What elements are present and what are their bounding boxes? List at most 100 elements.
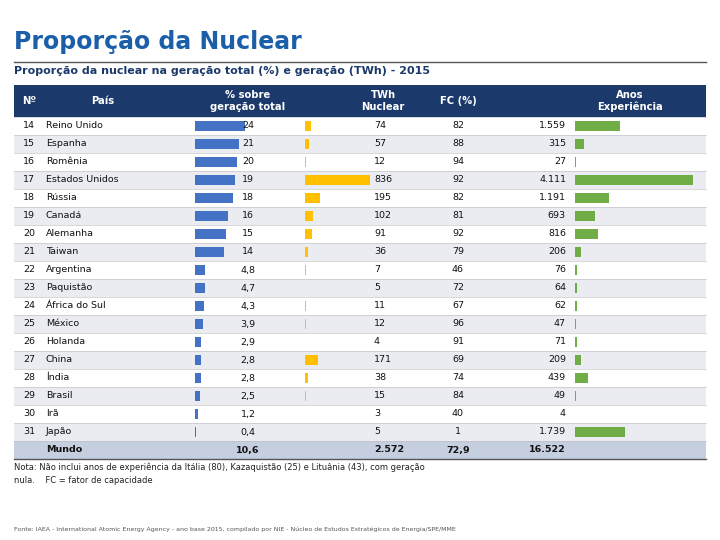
Text: 17: 17 [23,176,35,185]
Text: 2.572: 2.572 [374,446,404,455]
Text: 74: 74 [374,122,386,131]
Text: 693: 693 [548,212,566,220]
Bar [575,336,577,347]
Text: 12: 12 [374,158,386,166]
Text: Espanha: Espanha [46,139,86,148]
Bar [195,120,245,131]
Text: 18: 18 [242,193,254,202]
Text: Anos
Experiência: Anos Experiência [597,90,662,112]
Bar [14,261,706,279]
Bar [305,157,306,167]
Text: 15: 15 [23,139,35,148]
Bar [305,355,318,366]
Bar [14,351,706,369]
Bar [195,228,226,239]
Bar [14,423,706,441]
Text: 209: 209 [548,355,566,364]
Text: 40: 40 [452,409,464,418]
Text: TWh
Nuclear: TWh Nuclear [361,90,405,112]
Bar [575,139,584,150]
Bar [195,427,196,437]
Bar [195,282,204,293]
Text: 3: 3 [374,409,380,418]
Text: 12: 12 [374,320,386,328]
Text: 1.191: 1.191 [539,193,566,202]
Bar [575,247,581,258]
Text: 24: 24 [242,122,254,131]
Text: 36: 36 [374,247,386,256]
Bar [14,315,706,333]
Bar [575,193,609,204]
Text: Proporção da nuclear na geração total (%) e geração (TWh) - 2015: Proporção da nuclear na geração total (%… [14,66,430,76]
Bar [14,189,706,207]
Bar [195,265,205,275]
Text: Fonte: IAEA - International Atomic Energy Agency - ano base 2015, compilado por : Fonte: IAEA - International Atomic Energ… [14,526,456,532]
Bar [305,373,308,383]
Text: Alemanha: Alemanha [46,230,94,239]
Text: 14: 14 [242,247,254,256]
Text: 4,7: 4,7 [240,284,256,293]
Bar [14,207,706,225]
Text: 22: 22 [23,266,35,274]
Text: 1.559: 1.559 [539,122,566,131]
Text: Nº: Nº [22,96,36,106]
Bar [575,211,595,221]
Text: 46: 46 [452,266,464,274]
Bar [14,135,706,153]
Text: 20: 20 [242,158,254,166]
Text: 20: 20 [23,230,35,239]
Bar [195,247,224,258]
Text: 19: 19 [242,176,254,185]
Text: Rússia: Rússia [46,193,77,202]
Bar [14,225,706,243]
Text: 16.522: 16.522 [529,446,566,455]
Text: 4.111: 4.111 [539,176,566,185]
Bar [575,301,577,312]
Bar [14,387,706,405]
Bar [195,409,197,420]
Text: % sobre
geração total: % sobre geração total [210,90,286,112]
Bar [305,301,306,312]
Bar [195,157,237,167]
Text: 47: 47 [554,320,566,328]
Bar [575,319,576,329]
Text: 30: 30 [23,409,35,418]
Bar [305,211,313,221]
Text: China: China [46,355,73,364]
Bar [305,247,307,258]
Bar [575,427,625,437]
Text: 2,8: 2,8 [240,374,256,382]
Text: 4,8: 4,8 [240,266,256,274]
Text: 1: 1 [455,428,461,436]
Bar [575,390,577,401]
Text: 18: 18 [23,193,35,202]
Text: 2,9: 2,9 [240,338,256,347]
Text: 24: 24 [23,301,35,310]
Text: 4: 4 [374,338,380,347]
Text: 88: 88 [452,139,464,148]
Bar [14,153,706,171]
Text: 315: 315 [548,139,566,148]
Text: Holanda: Holanda [46,338,85,347]
Text: 62: 62 [554,301,566,310]
Text: País: País [91,96,114,106]
Bar [195,390,200,401]
Text: 29: 29 [23,392,35,401]
Text: 81: 81 [452,212,464,220]
Bar [14,171,706,189]
Bar [195,355,201,366]
Text: Paquistão: Paquistão [46,284,92,293]
Text: México: México [46,320,79,328]
Bar [195,373,201,383]
Bar [575,282,577,293]
Bar [195,336,201,347]
Text: 96: 96 [452,320,464,328]
Text: 102: 102 [374,212,392,220]
Text: 64: 64 [554,284,566,293]
Bar [195,301,204,312]
Bar [14,297,706,315]
Text: 3,9: 3,9 [240,320,256,328]
Text: 16: 16 [242,212,254,220]
Text: 10,6: 10,6 [236,446,260,455]
Text: 816: 816 [548,230,566,239]
